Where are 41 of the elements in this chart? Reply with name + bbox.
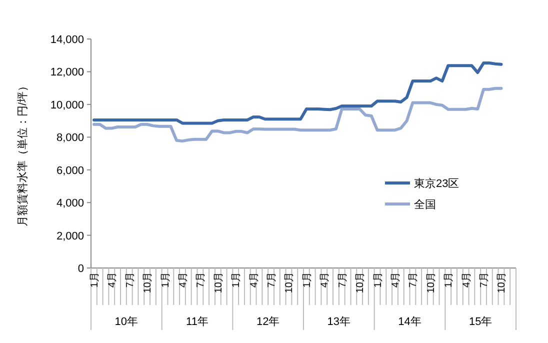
text: 10年 <box>114 316 138 328</box>
x-tick-label: 4月 <box>320 272 331 288</box>
x-tick-label: 7月 <box>266 272 278 288</box>
x-tick-label: 4月 <box>390 272 402 288</box>
x-tick-label: 4月 <box>461 272 472 288</box>
text: 13年 <box>327 316 351 328</box>
x-tick-label: 10月 <box>142 272 154 294</box>
x-tick-label: 4月 <box>178 272 189 288</box>
x-tick-label: 4月 <box>107 272 118 288</box>
text: 12年 <box>256 316 280 328</box>
x-tick-label: 7月 <box>337 272 348 288</box>
y-tick-label: 2,000 <box>56 230 84 242</box>
x-tick-label: 1月 <box>89 272 100 288</box>
y-tick-label: 14,000 <box>50 34 84 46</box>
x-tick-label: 10月 <box>496 272 508 294</box>
y-axis-title: 月額賃料水準（単位：円/坪） <box>16 80 29 227</box>
text: 11年 <box>186 316 208 328</box>
y-tick-label: 6,000 <box>56 164 84 177</box>
y-tick-label: 8,000 <box>56 132 84 144</box>
y-tick-label: 10,000 <box>50 99 84 112</box>
text: 14年 <box>398 316 422 328</box>
x-tick-label: 7月 <box>124 272 136 288</box>
x-tick-label: 10月 <box>284 272 296 294</box>
x-tick-label: 1月 <box>231 272 242 288</box>
y-tick-label: 4,000 <box>56 198 84 210</box>
x-tick-label: 7月 <box>479 272 490 288</box>
x-tick-label: 1月 <box>444 272 455 288</box>
y-tick-label: 12,000 <box>50 66 84 79</box>
text: 15年 <box>468 316 492 328</box>
x-tick-label: 10月 <box>355 272 366 294</box>
x-tick-label: 1月 <box>160 272 172 288</box>
x-tick-label: 4月 <box>248 272 260 288</box>
y-tick-label: 0 <box>78 263 84 275</box>
x-tick-label: 1月 <box>372 272 384 288</box>
x-tick-label: 10月 <box>426 272 437 294</box>
x-tick-label: 10月 <box>213 272 224 294</box>
x-tick-label: 7月 <box>196 272 207 288</box>
x-tick-label: 7月 <box>408 272 420 288</box>
x-tick-label: 1月 <box>302 272 313 288</box>
legend-label: 東京23区 <box>414 177 460 190</box>
legend-label: 全国 <box>414 199 436 211</box>
